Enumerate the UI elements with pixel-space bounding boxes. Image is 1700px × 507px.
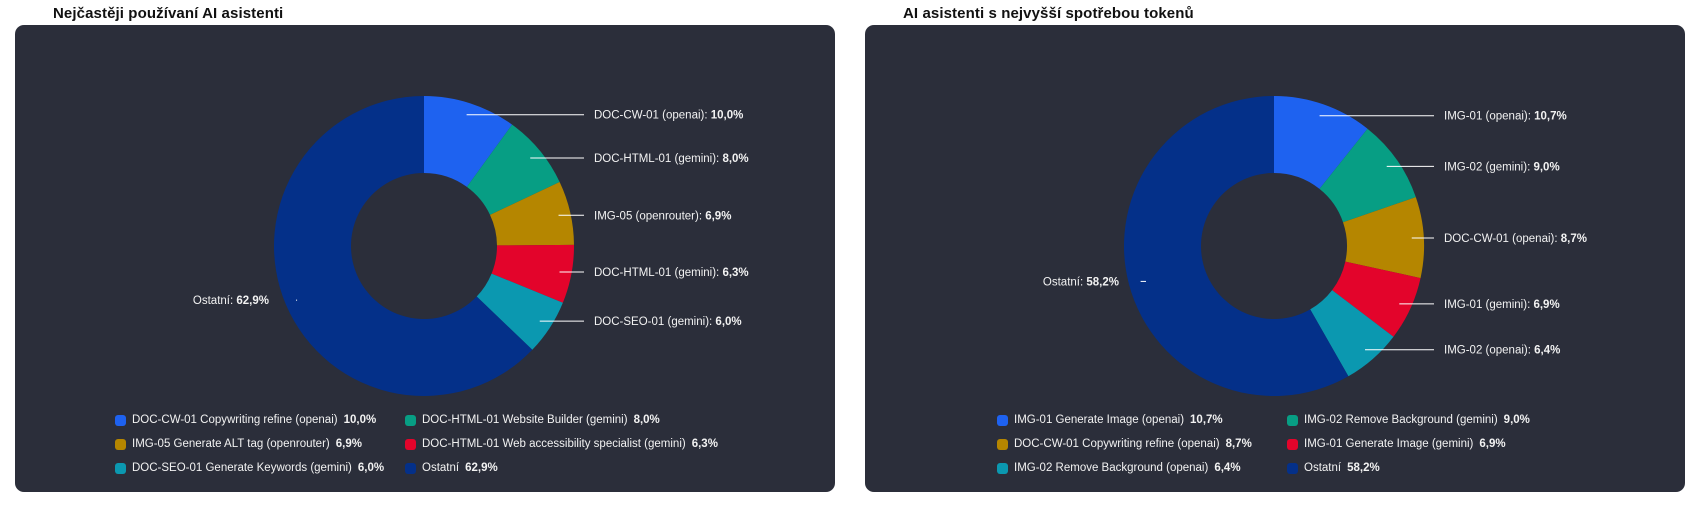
callout-label: IMG-02 (gemini): 9,0% (1444, 161, 1560, 173)
legend-swatch (997, 438, 1008, 450)
legend-item[interactable]: IMG-01 Generate Image (openai) 10,7% (997, 414, 1223, 426)
legend-label: IMG-02 Remove Background (openai) (1014, 462, 1209, 474)
legend-item[interactable]: DOC-HTML-01 Website Builder (gemini) 8,0% (405, 414, 660, 426)
legend-swatch (997, 462, 1008, 474)
legend-label: DOC-CW-01 Copywriting refine (openai) (1014, 438, 1220, 450)
callout-label: Ostatní: 62,9% (193, 295, 269, 307)
legend-label: IMG-01 Generate Image (gemini) (1304, 438, 1474, 450)
legend-swatch (405, 438, 416, 450)
donut-slice[interactable] (491, 244, 574, 303)
legend-item[interactable]: DOC-HTML-01 Web accessibility specialist… (405, 438, 718, 450)
callout-label: DOC-CW-01 (openai): 8,7% (1444, 233, 1587, 245)
legend-swatch (1287, 462, 1298, 474)
legend-swatch (997, 414, 1008, 426)
legend-label: DOC-HTML-01 Web accessibility specialist… (422, 438, 686, 450)
legend-swatch (115, 414, 126, 426)
chart-title-usage: Nejčastěji používaní AI asistenti (53, 5, 284, 22)
legend-value: 6,4% (1214, 462, 1241, 474)
callout-label: DOC-HTML-01 (gemini): 6,3% (594, 267, 749, 279)
donut-slice[interactable] (1319, 128, 1416, 223)
legend-swatch (1287, 414, 1298, 426)
legend-value: 62,9% (465, 462, 498, 474)
donut-chart-tokens: IMG-01 (openai): 10,7% IMG-02 (gemini): 9… (1043, 96, 1587, 396)
callout-label: DOC-HTML-01 (gemini): 8,0% (594, 153, 749, 165)
legend-label: IMG-01 Generate Image (openai) (1014, 414, 1185, 426)
donut-slice[interactable] (1343, 197, 1425, 279)
legend-label: DOC-SEO-01 Generate Keywords (gemini) (132, 462, 352, 474)
callout-label: IMG-01 (gemini): 6,9% (1444, 299, 1560, 311)
legend-item[interactable]: DOC-CW-01 Copywriting refine (openai) 10,… (115, 414, 376, 426)
legend-value: 6,3% (691, 438, 718, 450)
legend-value: 10,7% (1190, 414, 1223, 426)
legend-value: 6,0% (357, 462, 385, 474)
legend-swatch (115, 462, 126, 474)
donut-slice[interactable] (490, 181, 574, 246)
legend-swatch (405, 462, 416, 474)
donut-chart-usage: DOC-CW-01 (openai): 10,0% DOC-HTML-01 (ge… (193, 96, 749, 396)
chart-panel-tokens: IMG-01 (openai): 10,7% IMG-02 (gemini): 9… (865, 25, 1685, 492)
legend-swatch (405, 414, 416, 426)
callout-label: IMG-05 (openrouter): 6,9% (594, 210, 731, 222)
legend-item[interactable]: DOC-CW-01 Copywriting refine (openai) 8,7… (997, 438, 1252, 450)
donut-slice[interactable] (1124, 96, 1349, 396)
legend-value: 6,9% (335, 438, 362, 450)
legend-value: 8,7% (1225, 438, 1252, 450)
chart-panel-usage: DOC-CW-01 (openai): 10,0% DOC-HTML-01 (ge… (15, 25, 835, 492)
legend-item[interactable]: IMG-02 Remove Background (openai) 6,4% (997, 462, 1241, 474)
legend-label: Ostatní (1304, 462, 1342, 474)
donut-slice[interactable] (1310, 290, 1394, 377)
chart-legend-tokens: IMG-01 Generate Image (openai) 10,7% IMG-0… (865, 414, 1685, 492)
legend-label: Ostatní (422, 462, 460, 474)
donut-slice[interactable] (1332, 261, 1421, 337)
donut-slice[interactable] (273, 96, 533, 396)
legend-value: 8,0% (633, 414, 660, 426)
legend-swatch (1287, 438, 1298, 450)
callout-label: DOC-SEO-01 (gemini): 6,0% (594, 316, 742, 328)
donut-slice[interactable] (1274, 96, 1368, 189)
legend-item[interactable]: DOC-SEO-01 Generate Keywords (gemini) 6,0… (115, 462, 384, 474)
callout-label: IMG-02 (openai): 6,4% (1444, 345, 1560, 357)
legend-label: IMG-02 Remove Background (gemini) (1304, 414, 1498, 426)
callout-label: IMG-01 (openai): 10,7% (1444, 111, 1567, 123)
legend-value: 6,9% (1479, 438, 1506, 450)
legend-value: 10,0% (343, 414, 377, 426)
legend-item[interactable]: IMG-05 Generate ALT tag (openrouter) 6,9% (115, 438, 362, 450)
legend-item[interactable]: IMG-02 Remove Background (gemini) 9,0% (1287, 414, 1530, 426)
donut-slice[interactable] (466, 124, 560, 215)
legend-swatch (115, 438, 126, 450)
legend-label: IMG-05 Generate ALT tag (openrouter) (132, 438, 330, 450)
legend-value: 9,0% (1503, 414, 1530, 426)
legend-label: DOC-CW-01 Copywriting refine (openai) (132, 414, 338, 426)
legend-item[interactable]: IMG-01 Generate Image (gemini) 6,9% (1287, 438, 1506, 450)
chart-legend-usage: DOC-CW-01 Copywriting refine (openai) 10,… (15, 414, 835, 492)
legend-label: DOC-HTML-01 Website Builder (gemini) (422, 414, 628, 426)
legend-item[interactable]: Ostatní 62,9% (405, 462, 498, 474)
donut-slice[interactable] (476, 273, 563, 350)
legend-item[interactable]: Ostatní 58,2% (1287, 462, 1380, 474)
callout-label: DOC-CW-01 (openai): 10,0% (594, 110, 743, 122)
donut-slice[interactable] (424, 96, 513, 187)
chart-title-tokens: AI asistenti s nejvyšší spotřebou tokenů (903, 5, 1194, 22)
legend-value: 58,2% (1347, 462, 1380, 474)
callout-label: Ostatní: 58,2% (1043, 276, 1119, 288)
